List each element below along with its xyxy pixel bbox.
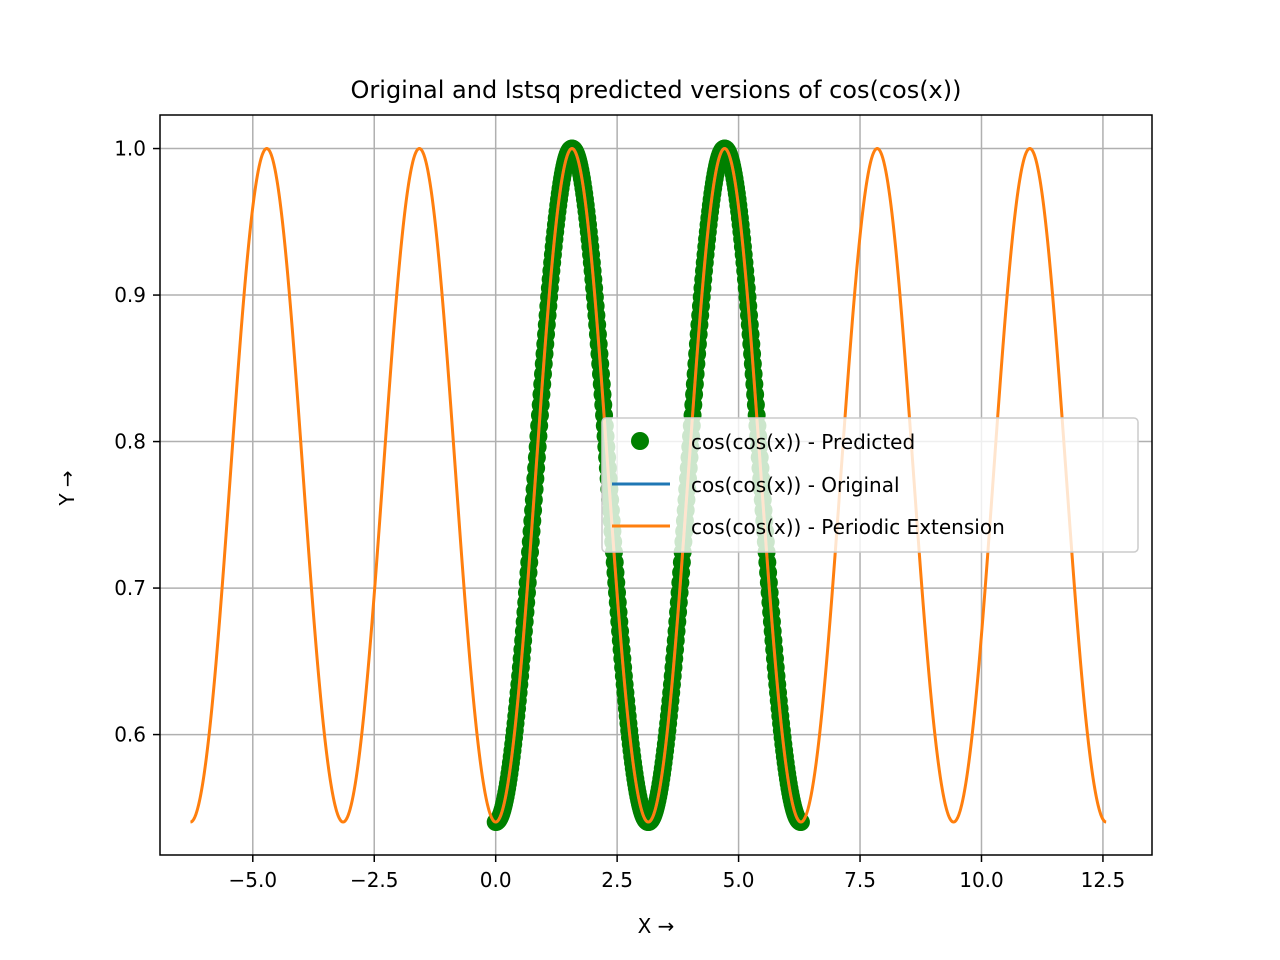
x-tick-label: −2.5	[350, 868, 399, 892]
y-axis-ticks: 0.6 0.7 0.8 0.9 1.0	[114, 137, 160, 747]
y-tick-label: 0.6	[114, 723, 146, 747]
plot-frame	[159, 114, 1153, 856]
y-tick-label: 0.8	[114, 430, 146, 454]
x-tick-label: 5.0	[723, 868, 755, 892]
y-tick-label: 0.9	[114, 283, 146, 307]
x-tick-label: 0.0	[480, 868, 512, 892]
x-tick-label: 10.0	[959, 868, 1004, 892]
plot-area	[190, 139, 1107, 832]
y-axis-label: Y →	[55, 470, 79, 506]
legend: cos(cos(x)) - Predicted cos(cos(x)) - Or…	[601, 417, 1139, 553]
legend-label-predicted: cos(cos(x)) - Predicted	[691, 430, 915, 454]
x-tick-label: 7.5	[844, 868, 876, 892]
x-axis-ticks: −5.0 −2.5 0.0 2.5 5.0 7.5 10.0 12.5	[228, 855, 1125, 892]
legend-label-original: cos(cos(x)) - Original	[691, 473, 900, 497]
x-axis-label: X →	[638, 914, 675, 938]
x-tick-label: 12.5	[1081, 868, 1126, 892]
legend-label-periodic: cos(cos(x)) - Periodic Extension	[691, 515, 1005, 539]
x-tick-label: 2.5	[601, 868, 633, 892]
series-periodic-extension-line	[190, 147, 1107, 824]
y-tick-label: 0.7	[114, 576, 146, 600]
x-tick-label: −5.0	[228, 868, 277, 892]
legend-box	[601, 417, 1139, 553]
y-tick-label: 1.0	[114, 137, 146, 161]
chart-title: Original and lstsq predicted versions of…	[351, 76, 962, 104]
legend-marker-predicted	[631, 432, 649, 450]
